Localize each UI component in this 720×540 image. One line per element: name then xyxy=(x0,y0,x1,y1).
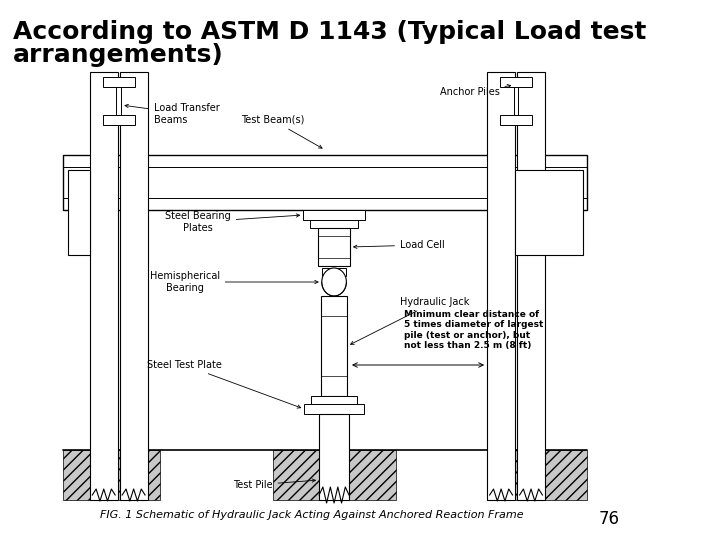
Bar xyxy=(492,450,588,500)
Bar xyxy=(487,72,516,500)
Text: According to ASTM D 1143 (Typical Load test: According to ASTM D 1143 (Typical Load t… xyxy=(13,20,647,44)
Text: Steel Bearing
Plates: Steel Bearing Plates xyxy=(165,211,300,233)
Text: Load Cell: Load Cell xyxy=(354,240,445,250)
Bar xyxy=(319,414,349,500)
Text: Anchor Piles: Anchor Piles xyxy=(440,84,510,97)
Bar xyxy=(310,220,359,228)
Bar xyxy=(103,115,135,125)
Text: Test Pile: Test Pile xyxy=(233,479,315,490)
Text: 76: 76 xyxy=(599,510,620,528)
Bar xyxy=(514,87,518,115)
Bar xyxy=(318,228,350,266)
Bar xyxy=(311,396,357,404)
Bar xyxy=(303,210,365,220)
Text: Hydraulic Jack: Hydraulic Jack xyxy=(351,297,469,345)
Bar xyxy=(500,77,532,87)
Text: Hemispherical
Bearing: Hemispherical Bearing xyxy=(150,271,318,293)
Bar xyxy=(68,170,90,255)
Bar xyxy=(103,77,135,87)
Bar xyxy=(321,296,347,396)
Text: Steel Test Plate: Steel Test Plate xyxy=(147,360,301,408)
Circle shape xyxy=(322,268,346,296)
Text: Minimum clear distance of
5 times diameter of largest
pile (test or anchor), but: Minimum clear distance of 5 times diamet… xyxy=(405,310,544,350)
Bar xyxy=(90,72,118,500)
Bar xyxy=(517,72,545,500)
Bar xyxy=(304,404,364,414)
Bar xyxy=(500,115,532,125)
Bar xyxy=(322,268,346,276)
Text: arrangements): arrangements) xyxy=(13,43,224,67)
Bar xyxy=(120,72,148,500)
Bar xyxy=(516,170,583,255)
Text: FIG. 1 Schematic of Hydraulic Jack Acting Against Anchored Reaction Frame: FIG. 1 Schematic of Hydraulic Jack Actin… xyxy=(100,510,524,520)
Text: Load Transfer
Beams: Load Transfer Beams xyxy=(125,103,220,125)
Bar xyxy=(63,155,588,210)
Text: Test Beam(s): Test Beam(s) xyxy=(241,115,322,148)
Bar xyxy=(63,450,160,500)
Bar xyxy=(117,87,121,115)
Bar xyxy=(273,450,395,500)
